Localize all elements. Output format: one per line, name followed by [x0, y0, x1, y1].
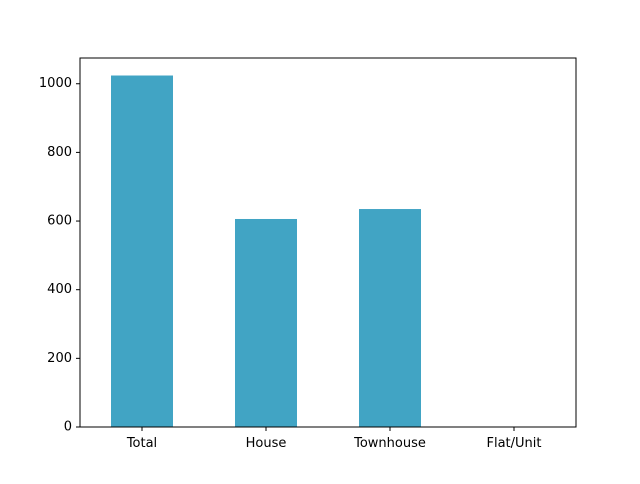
bar-total	[111, 75, 173, 427]
bar-townhouse	[359, 209, 421, 427]
x-tick-label: Townhouse	[353, 436, 426, 451]
y-tick-label: 1000	[39, 76, 72, 91]
x-tick-label: Total	[126, 436, 157, 451]
bars-layer	[111, 75, 421, 427]
y-tick-label: 600	[47, 214, 72, 229]
y-tick-label: 800	[47, 145, 72, 160]
y-tick-label: 0	[64, 420, 72, 435]
x-tick-label: Flat/Unit	[487, 436, 542, 451]
x-tick-label: House	[246, 436, 287, 451]
y-tick-label: 200	[47, 351, 72, 366]
y-axis: 0 200 400 600 800 1000	[39, 76, 80, 435]
y-tick-label: 400	[47, 282, 72, 297]
x-axis: Total House Townhouse Flat/Unit	[126, 427, 542, 451]
bar-house	[235, 218, 297, 427]
plot-frame	[79, 57, 577, 428]
